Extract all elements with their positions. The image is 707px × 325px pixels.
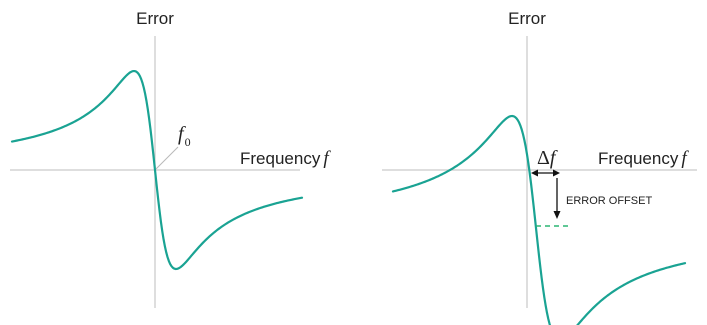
delta-f-arrow (531, 169, 560, 177)
right-x-axis-word: Frequency (598, 149, 679, 168)
left-error-curve (10, 69, 304, 271)
right-x-axis-label: Frequency f (598, 148, 689, 169)
error-offset-arrow-head (553, 211, 561, 219)
left-f0-symbol: f (178, 123, 186, 145)
left-f0-leader (155, 146, 179, 170)
delta-f-prefix: Δ (537, 147, 550, 169)
right-error-curve (391, 114, 687, 325)
error-offset-arrow (553, 178, 561, 219)
left-panel: Error Frequency f f0 (10, 9, 331, 308)
delta-f-arrow-head-right (553, 169, 560, 177)
left-x-axis-label: Frequency f (240, 148, 331, 169)
error-offset-label: ERROR OFFSET (566, 195, 652, 207)
delta-f-label: Δf (537, 147, 558, 169)
left-f0-annotation: f0 (178, 123, 191, 149)
right-panel: Error Frequency f Δf ERROR OFFSET (382, 9, 697, 325)
left-f0-subscript: 0 (185, 135, 191, 149)
left-x-axis-word: Frequency (240, 149, 321, 168)
delta-f-symbol: f (550, 147, 558, 169)
left-y-axis-label: Error (136, 9, 174, 28)
left-x-axis-symbol: f (323, 148, 331, 169)
right-x-axis-symbol: f (681, 148, 689, 169)
delta-f-arrow-head-left (531, 169, 538, 177)
right-y-axis-label: Error (508, 9, 546, 28)
